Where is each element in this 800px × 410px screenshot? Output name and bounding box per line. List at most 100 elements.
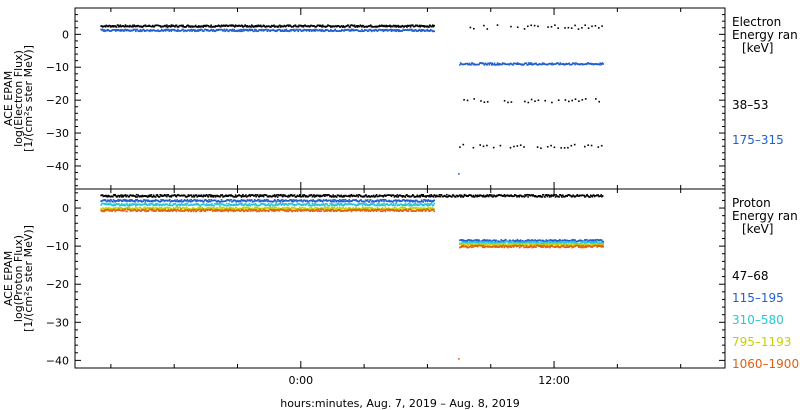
- data-point: [589, 241, 591, 243]
- data-point: [229, 195, 232, 197]
- data-point: [296, 28, 298, 31]
- data-point: [112, 207, 114, 210]
- data-point: [484, 196, 486, 198]
- data-point: [322, 29, 325, 32]
- data-point: [205, 28, 207, 31]
- data-point: [535, 62, 537, 64]
- data-point: [351, 29, 354, 32]
- data-point: [602, 63, 604, 65]
- data-point: [180, 199, 183, 201]
- data-point: [505, 195, 508, 197]
- data-point: [281, 30, 283, 32]
- data-point: [570, 241, 573, 244]
- data-point: [483, 64, 486, 66]
- data-point: [140, 30, 142, 33]
- data-point: [318, 203, 320, 206]
- data-point: [348, 208, 351, 211]
- data-point: [570, 144, 573, 147]
- data-point: [307, 204, 310, 207]
- data-point: [522, 245, 525, 247]
- data-point: [135, 208, 138, 211]
- data-point: [571, 242, 573, 245]
- data-point: [580, 244, 582, 246]
- data-point: [412, 201, 414, 203]
- data-point: [254, 194, 257, 196]
- data-point: [460, 243, 463, 245]
- data-point: [174, 26, 176, 28]
- data-point: [536, 240, 539, 243]
- data-point: [433, 210, 435, 213]
- data-point: [245, 208, 247, 210]
- data-point: [310, 24, 313, 27]
- data-point: [376, 206, 379, 209]
- data-point: [273, 208, 275, 211]
- data-point: [559, 241, 562, 243]
- data-point: [540, 246, 542, 248]
- data-point: [555, 246, 557, 248]
- data-point: [186, 202, 189, 205]
- data-point: [222, 29, 225, 32]
- data-point: [584, 196, 586, 198]
- data-point: [174, 209, 177, 212]
- data-point: [315, 195, 317, 198]
- data-point: [333, 199, 335, 201]
- data-point: [319, 199, 321, 201]
- data-point: [560, 242, 562, 244]
- data-point: [550, 26, 553, 28]
- data-point: [359, 210, 362, 212]
- data-point: [321, 24, 324, 27]
- data-point: [338, 200, 340, 203]
- data-point: [501, 246, 503, 248]
- data-point: [523, 146, 525, 148]
- data-point: [324, 204, 326, 207]
- data-point: [566, 244, 568, 247]
- data-point: [105, 207, 108, 209]
- data-point: [587, 241, 590, 244]
- data-point: [265, 28, 268, 31]
- data-point: [432, 207, 434, 209]
- data-point: [276, 194, 278, 196]
- data-point: [403, 199, 406, 202]
- data-point: [326, 194, 328, 197]
- data-point: [340, 194, 342, 197]
- data-point: [170, 30, 173, 32]
- data-point: [535, 239, 538, 242]
- data-point: [499, 144, 502, 147]
- data-point: [475, 243, 477, 245]
- data-point: [169, 210, 172, 212]
- data-point: [172, 204, 174, 207]
- data-point: [297, 30, 300, 33]
- data-point: [541, 62, 544, 64]
- data-point: [328, 204, 331, 207]
- data-point: [177, 28, 179, 31]
- data-point: [429, 206, 432, 209]
- data-point: [314, 203, 317, 205]
- data-point: [595, 98, 597, 100]
- data-point: [508, 242, 511, 244]
- data-point: [291, 199, 294, 201]
- data-point: [347, 24, 350, 27]
- data-point: [166, 29, 168, 32]
- data-point: [129, 199, 131, 201]
- data-point: [130, 204, 133, 206]
- data-point: [476, 195, 478, 198]
- data-point: [245, 25, 247, 27]
- data-point: [461, 239, 463, 241]
- data-point: [192, 194, 195, 196]
- data-point: [143, 203, 145, 206]
- data-point: [425, 208, 427, 210]
- data-point: [544, 242, 547, 245]
- data-point: [248, 28, 251, 31]
- y-axis-label-line: ACE EPAM: [2, 71, 15, 126]
- data-point: [492, 195, 495, 198]
- data-point: [458, 173, 460, 175]
- data-point: [488, 63, 491, 66]
- data-point: [499, 240, 502, 243]
- data-point: [371, 208, 373, 211]
- data-point: [355, 195, 357, 198]
- data-point: [391, 29, 393, 31]
- data-point: [529, 243, 531, 246]
- y-tick-label: −40: [46, 354, 69, 367]
- data-point: [120, 194, 122, 196]
